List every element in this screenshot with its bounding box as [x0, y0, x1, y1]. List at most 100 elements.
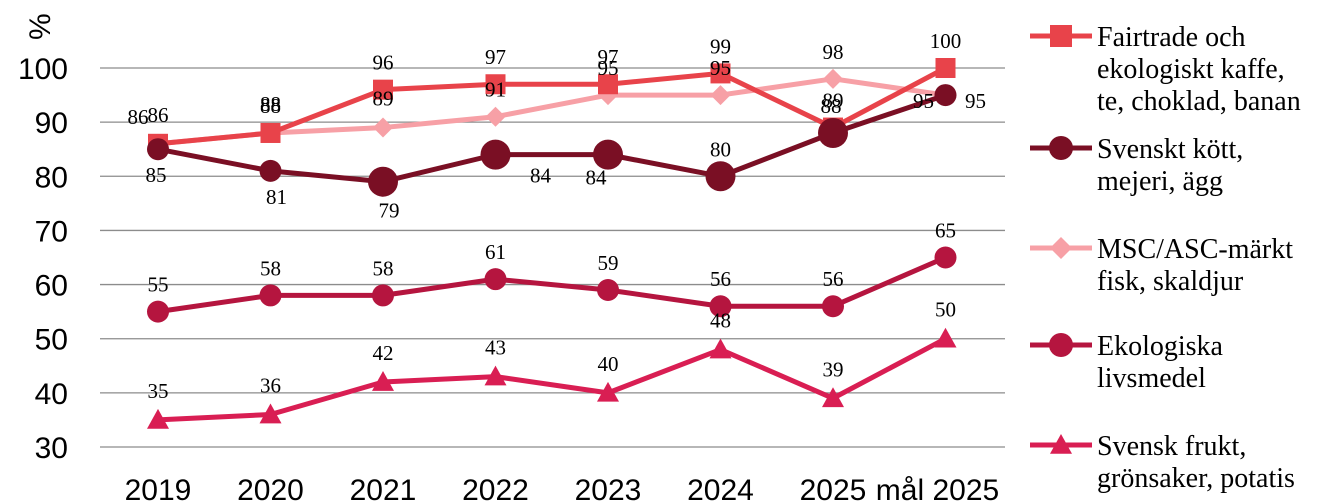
data-label: 95 — [710, 56, 731, 80]
data-point — [147, 300, 169, 323]
data-label: 58 — [373, 256, 394, 280]
legend-label: ekologiskt kaffe, — [1097, 54, 1285, 85]
legend-marker — [1050, 434, 1072, 454]
data-point — [373, 117, 393, 138]
legend-label: mejeri, ägg — [1097, 166, 1223, 197]
data-point — [372, 284, 394, 307]
y-tick-label: 90 — [35, 107, 68, 140]
data-point — [593, 139, 623, 170]
data-label: 43 — [485, 336, 506, 360]
data-point — [260, 122, 281, 143]
x-tick-label: 2022 — [462, 474, 529, 504]
data-label: 97 — [485, 45, 506, 69]
legend-marker — [1049, 136, 1073, 160]
legend-label: Ekologiska — [1097, 331, 1224, 362]
data-point — [935, 58, 956, 78]
data-point — [823, 68, 843, 89]
data-label: 97 — [598, 45, 619, 69]
data-point — [709, 338, 732, 359]
data-label: 86 — [148, 103, 169, 127]
data-point — [485, 74, 506, 95]
data-label: 86 — [128, 105, 149, 129]
data-point — [822, 295, 844, 318]
legend-item: Svensk frukt,grönsaker, potatis — [1030, 431, 1295, 494]
legend-marker — [1050, 25, 1072, 47]
legend-label: te, choklad, banan — [1097, 86, 1301, 117]
legend-label: fisk, skaldjur — [1097, 266, 1244, 297]
data-label: 56 — [823, 267, 844, 291]
series-line — [155, 65, 948, 147]
data-label: 61 — [485, 240, 506, 264]
data-point — [597, 381, 619, 402]
data-label: 56 — [710, 267, 731, 291]
legend-marker — [1050, 237, 1072, 259]
data-point — [485, 106, 506, 127]
data-point — [373, 79, 393, 100]
y-tick-label: 50 — [35, 324, 68, 357]
data-label: 84 — [530, 164, 552, 188]
y-tick-label: 30 — [35, 432, 68, 465]
legend-marker — [1049, 333, 1073, 357]
data-point — [709, 295, 732, 318]
data-label: 85 — [146, 163, 167, 187]
data-label: 58 — [260, 256, 281, 280]
data-point — [597, 278, 619, 301]
series-markers — [147, 58, 957, 429]
data-point — [598, 74, 618, 95]
series-line — [155, 255, 948, 315]
data-point — [147, 138, 169, 161]
data-point — [368, 166, 398, 197]
data-point — [259, 403, 282, 424]
data-point — [372, 371, 394, 391]
y-tick-label: 70 — [35, 215, 68, 248]
data-label: 80 — [710, 137, 731, 161]
data-label: 39 — [823, 357, 844, 381]
x-tick-label: 2021 — [350, 474, 417, 504]
data-label: 81 — [266, 185, 287, 209]
data-label: 89 — [823, 89, 844, 113]
data-label: 89 — [373, 87, 394, 111]
grid-lines — [100, 67, 1005, 448]
data-point — [822, 387, 844, 408]
y-tick-labels: 30 40 50 60 70 80 90 100 — [18, 53, 68, 465]
data-label: 95 — [965, 89, 986, 113]
legend-label: Svenskt kött, — [1097, 134, 1243, 165]
data-point — [147, 408, 169, 429]
legend-item: Svenskt kött,mejeri, ägg — [1030, 134, 1243, 197]
data-label: 40 — [598, 352, 619, 376]
data-label: 88 — [260, 94, 281, 118]
data-label: 98 — [823, 40, 844, 64]
data-label: 36 — [260, 374, 281, 398]
data-label: 48 — [710, 309, 731, 333]
data-point — [259, 284, 282, 307]
data-point — [705, 161, 736, 192]
data-point — [259, 159, 282, 182]
data-label: 84 — [586, 166, 608, 190]
data-label: 100 — [930, 29, 962, 53]
x-tick-label: 2023 — [575, 474, 642, 504]
x-tick-labels: 2019 2020 2021 2022 2023 2024 2025 mål 2025 — [125, 474, 1000, 504]
x-tick-label: 2020 — [237, 474, 304, 504]
series-line — [155, 92, 948, 185]
data-label: 65 — [935, 219, 956, 243]
data-point — [818, 117, 848, 148]
data-point — [934, 84, 957, 107]
x-tick-label: 2025 — [800, 474, 867, 504]
legend-label: livsmedel — [1097, 363, 1206, 394]
data-label: 42 — [373, 341, 394, 365]
data-label: 50 — [935, 298, 956, 322]
data-label: 79 — [379, 199, 400, 223]
data-point — [480, 139, 511, 170]
data-label: 88 — [260, 92, 281, 116]
data-label: 59 — [598, 251, 619, 275]
x-tick-label: 2024 — [687, 474, 754, 504]
series-line — [155, 336, 948, 423]
data-label: 96 — [373, 51, 394, 75]
legend-label: Svensk frukt, — [1097, 431, 1246, 462]
data-point — [934, 246, 957, 269]
data-label: 35 — [148, 379, 169, 403]
